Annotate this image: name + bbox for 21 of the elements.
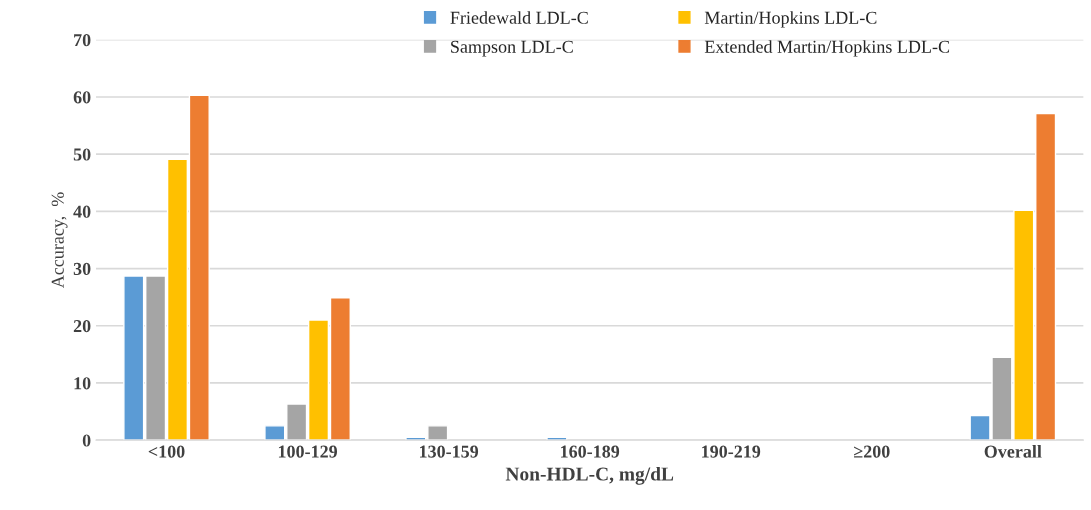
y-axis-title: Accuracy, % <box>51 192 68 289</box>
y-tick-label: 50 <box>73 148 91 161</box>
legend-label: Extended Martin/Hopkins LDL-C <box>704 40 950 57</box>
x-tick-label: Overall <box>984 444 1042 458</box>
y-tick-label: 30 <box>73 262 91 275</box>
x-tick-label: 130-159 <box>419 445 479 458</box>
legend-label: Sampson LDL-C <box>451 40 573 57</box>
x-tick-label: 190-219 <box>702 445 761 458</box>
x-tick-label: ≥200 <box>854 445 890 458</box>
legend-label: Friedewald LDL-C <box>450 11 588 24</box>
y-tick-label: 70 <box>74 34 91 47</box>
y-tick-label: 0 <box>82 434 91 447</box>
x-tick-label: <100 <box>148 445 185 458</box>
legend-label: Martin/Hopkins LDL-C <box>704 11 877 28</box>
x-axis-title: Non-HDL-C, mg/dL <box>505 466 674 485</box>
x-tick-label: 100-129 <box>278 445 338 458</box>
y-tick-label: 40 <box>73 205 91 218</box>
y-tick-label: 20 <box>73 320 91 333</box>
y-tick-label: 60 <box>73 91 91 104</box>
x-tick-label: 160-189 <box>561 445 620 458</box>
y-tick-label: 10 <box>74 377 91 390</box>
